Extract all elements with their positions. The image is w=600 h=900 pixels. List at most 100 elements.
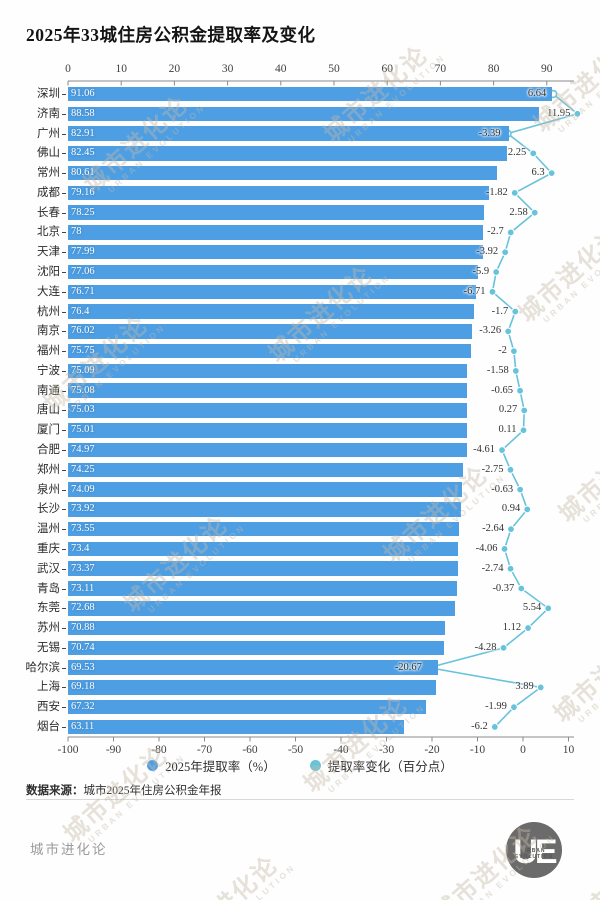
rate-value-label: 73.37 [71,562,95,574]
rate-bar [68,561,459,576]
change-value-label: -1.99 [485,701,507,713]
rate-bar [68,146,507,161]
change-marker [544,604,553,613]
change-marker [506,228,515,237]
bottom-axis-tick-label: -80 [151,744,167,756]
change-legend-dot-icon [309,760,321,771]
rate-legend-dot-icon [147,760,159,771]
top-axis-tick-label: 60 [381,63,393,75]
rate-bar [68,264,478,280]
city-label: 郑州 [37,463,60,476]
rate-value-label: 78.25 [71,206,95,218]
rate-value-label: 73.4 [71,542,90,554]
rate-bar [68,640,445,656]
y-axis-tick [62,608,66,610]
city-label: 东莞 [37,602,60,615]
change-value-label: -0.37 [492,582,515,594]
rate-bar [68,620,446,636]
change-value-label: -0.65 [491,384,514,396]
bottom-axis-tick-label: -60 [242,744,258,756]
change-value-label: -2.64 [482,523,504,535]
rate-bar [68,660,438,675]
bottom-axis-tick-label: 10 [562,744,575,756]
change-value-label: -4.61 [473,444,496,456]
y-axis-tick [62,133,66,135]
change-marker [506,465,515,474]
change-marker [516,386,524,395]
top-axis-tick-label: 40 [275,63,287,75]
city-label: 深圳 [37,88,60,100]
change-value-label: -2.74 [481,562,504,574]
change-value-label: 5.54 [522,602,542,614]
city-label: 杭州 [37,305,60,318]
rate-bar [68,106,540,122]
y-axis-tick [62,548,66,550]
rate-value-label: 80.61 [71,167,95,179]
top-axis-tick-label: 90 [541,63,553,75]
city-label: 上海 [37,681,60,694]
rate-value-label: 82.91 [71,127,95,139]
rate-value-label: 73.55 [71,523,95,535]
city-label: 厦门 [37,424,60,437]
urban-evolution-logo: UE URBAN EVOLUTION [506,822,562,878]
change-marker [501,248,510,257]
change-marker [504,327,513,336]
city-label: 北京 [37,226,60,239]
change-marker [536,683,545,692]
rate-bar [68,363,468,379]
rate-bar [68,502,462,517]
rate-bar [68,205,485,220]
y-axis-tick [62,212,66,214]
city-label: 天津 [37,246,60,259]
rate-value-label: 72.68 [71,602,95,614]
legend-rate-label: 2025年提取率（%） [165,760,276,774]
rate-value-label: 75.75 [71,345,95,357]
y-axis-tick [62,667,66,669]
y-axis-tick [62,351,66,353]
city-label: 济南 [37,107,60,120]
y-axis-tick [62,232,66,234]
legend-item-rate: 2025年提取率（%） [147,756,276,775]
city-label: 常州 [37,167,60,180]
bottom-axis-tick-label: -50 [287,744,304,756]
change-value-label: 2.25 [507,147,527,159]
city-label: 温州 [37,523,60,536]
rate-value-label: 77.06 [71,266,95,278]
brand-name: 城市进化论 [30,842,108,857]
city-label: 南通 [37,384,60,397]
rate-bar [68,284,477,300]
rate-bar [68,126,510,141]
y-axis-tick [62,726,66,728]
city-label: 广州 [37,127,60,140]
city-label: 成都 [37,186,60,199]
change-marker [520,406,529,415]
change-marker [510,347,518,356]
change-value-label: -4.06 [475,542,498,554]
change-value-label: -1.82 [485,186,508,198]
change-marker [507,525,515,534]
rate-value-label: 74.09 [71,483,95,495]
rate-value-label: 73.11 [71,582,95,594]
rate-bar [68,541,459,557]
rate-value-label: 74.97 [71,444,95,456]
page-title: 2025年33城住房公积金提取率及变化 [26,25,316,45]
city-label: 烟台 [37,720,60,733]
change-value-label: 0.27 [498,404,518,416]
y-axis-tick [62,588,66,590]
change-marker [547,169,556,178]
city-label: 南京 [37,325,60,338]
y-axis-tick [62,252,66,254]
rate-bar [68,521,460,537]
rate-value-label: 75.08 [71,384,95,396]
change-value-label: 0.11 [498,424,517,436]
rate-bar [68,244,483,260]
bottom-axis-tick-label: -10 [469,744,486,756]
rate-value-label: 79.16 [71,186,95,198]
y-axis-tick [62,410,66,412]
rate-bar [68,462,463,478]
y-axis-tick [62,509,66,511]
city-label: 长沙 [37,503,60,516]
city-label: 苏州 [37,622,60,635]
rate-bar [68,383,468,398]
